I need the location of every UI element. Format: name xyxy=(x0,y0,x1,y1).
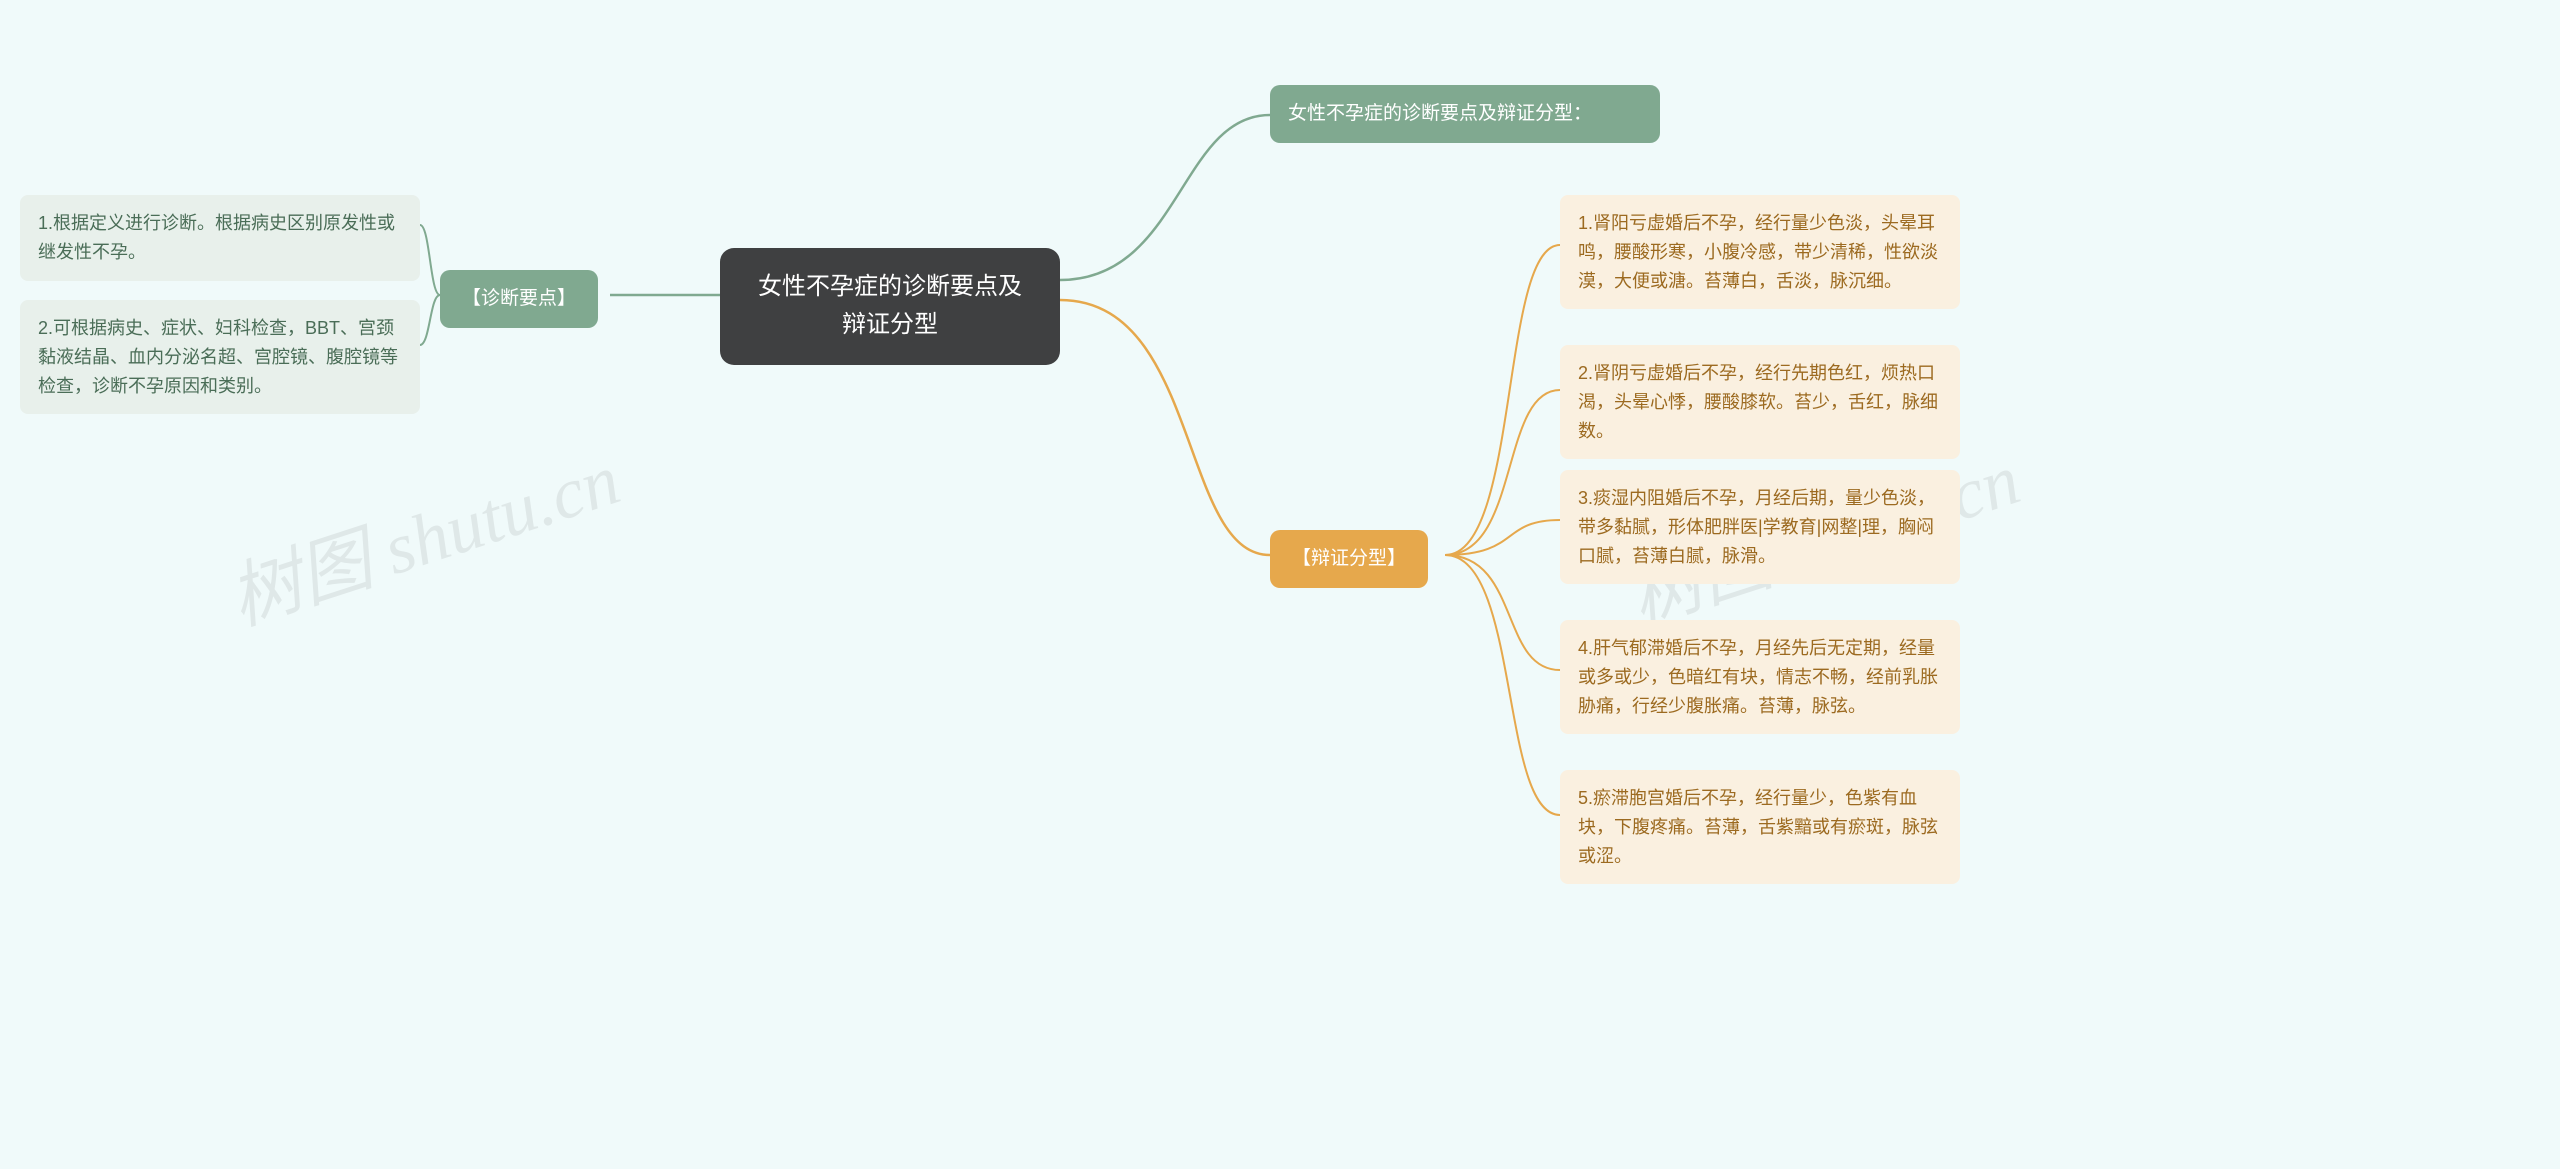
root-node: 女性不孕症的诊断要点及 辩证分型 xyxy=(720,248,1060,365)
watermark: 树图 shutu.cn xyxy=(214,420,631,645)
branch-zhenduan: 【诊断要点】 xyxy=(440,270,598,328)
leaf-zhenduan-1: 1.根据定义进行诊断。根据病史区别原发性或继发性不孕。 xyxy=(20,195,420,281)
leaf-bianzheng-4: 4.肝气郁滞婚后不孕，月经先后无定期，经量或多或少，色暗红有块，情志不畅，经前乳… xyxy=(1560,620,1960,734)
leaf-bianzheng-2: 2.肾阴亏虚婚后不孕，经行先期色红，烦热口渴，头晕心悸，腰酸膝软。苔少，舌红，脉… xyxy=(1560,345,1960,459)
root-line2: 辩证分型 xyxy=(744,306,1036,344)
leaf-bianzheng-1: 1.肾阳亏虚婚后不孕，经行量少色淡，头晕耳鸣，腰酸形寒，小腹冷感，带少清稀，性欲… xyxy=(1560,195,1960,309)
leaf-bianzheng-3: 3.痰湿内阻婚后不孕，月经后期，量少色淡，带多黏腻，形体肥胖医|学教育|网整|理… xyxy=(1560,470,1960,584)
leaf-bianzheng-5: 5.瘀滞胞宫婚后不孕，经行量少，色紫有血块，下腹疼痛。苔薄，舌紫黯或有瘀斑，脉弦… xyxy=(1560,770,1960,884)
branch-bianzheng: 【辩证分型】 xyxy=(1270,530,1428,588)
leaf-zhenduan-2: 2.可根据病史、症状、妇科检查，BBT、宫颈黏液结晶、血内分泌名超、宫腔镜、腹腔… xyxy=(20,300,420,414)
root-line1: 女性不孕症的诊断要点及 xyxy=(744,268,1036,306)
branch-top-banner: 女性不孕症的诊断要点及辩证分型： xyxy=(1270,85,1660,143)
